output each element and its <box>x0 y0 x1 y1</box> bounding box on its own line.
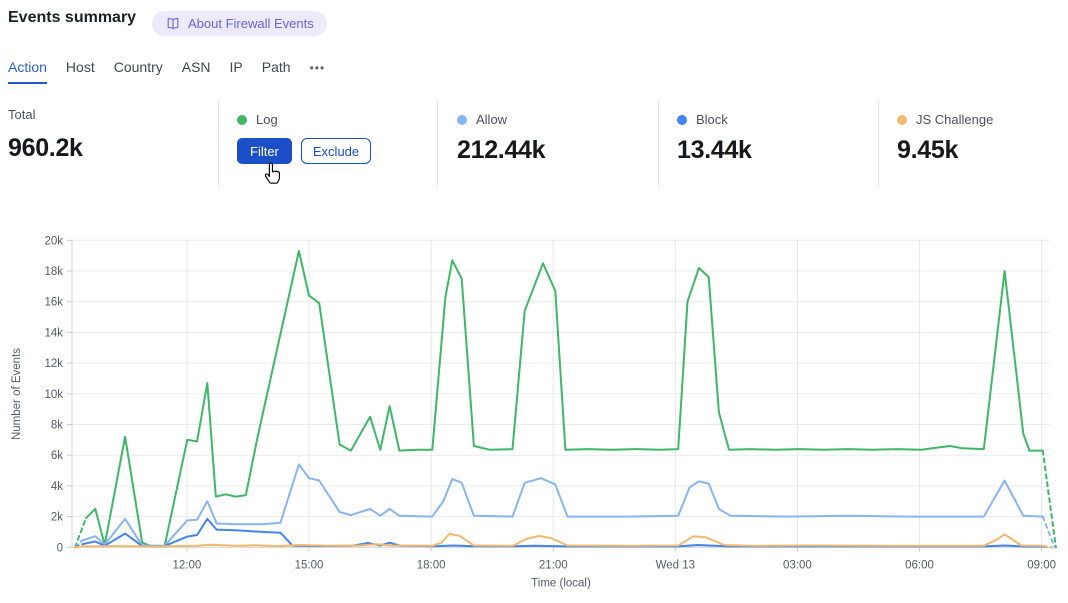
svg-text:Wed 13: Wed 13 <box>656 559 695 571</box>
tab-ip[interactable]: IP <box>229 59 243 75</box>
allow-value: 212.44k <box>457 136 546 164</box>
block-legend-dot <box>677 114 687 125</box>
js-challenge-value: 9.45k <box>897 136 959 164</box>
js-challenge-legend-dot <box>897 114 907 125</box>
tab-bar: Action Host Country ASN IP Path ••• <box>8 59 325 84</box>
total-label: Total <box>8 107 36 122</box>
svg-text:Time (local): Time (local) <box>531 577 591 589</box>
svg-text:2k: 2k <box>51 512 63 524</box>
log-legend-dot <box>237 114 247 125</box>
exclude-button[interactable]: Exclude <box>300 138 372 164</box>
total-value: 960.2k <box>8 134 83 162</box>
svg-text:15:00: 15:00 <box>295 559 324 571</box>
svg-text:18k: 18k <box>44 266 63 278</box>
svg-text:16k: 16k <box>44 297 63 309</box>
svg-text:6k: 6k <box>51 450 63 462</box>
block-label: Block <box>696 112 728 127</box>
total-stat: Total 960.2k <box>8 107 83 163</box>
svg-text:03:00: 03:00 <box>783 559 812 571</box>
svg-text:12k: 12k <box>44 358 63 370</box>
allow-stat: Allow 212.44k <box>457 112 546 165</box>
svg-text:20k: 20k <box>44 235 63 247</box>
svg-text:Number of Events: Number of Events <box>11 348 23 440</box>
events-time-series-chart: 0 2k 4k 6k 8k 10k 12k 14k 16k 18k 20k 12:00 15:00 18:… <box>0 225 1068 598</box>
svg-text:09:00: 09:00 <box>1027 559 1056 571</box>
svg-text:18:00: 18:00 <box>417 559 446 571</box>
tab-path[interactable]: Path <box>261 59 291 75</box>
svg-text:0: 0 <box>57 542 63 554</box>
allow-label: Allow <box>476 112 508 127</box>
block-value: 13.44k <box>677 136 752 164</box>
tab-action[interactable]: Action <box>8 59 47 84</box>
tab-host[interactable]: Host <box>65 59 95 75</box>
filter-button[interactable]: Filter <box>237 138 292 164</box>
svg-text:12:00: 12:00 <box>173 559 202 571</box>
svg-text:06:00: 06:00 <box>905 559 934 571</box>
svg-text:8k: 8k <box>51 420 63 432</box>
about-badge-label: About Firewall Events <box>188 16 314 31</box>
svg-text:21:00: 21:00 <box>539 559 568 571</box>
svg-text:4k: 4k <box>51 481 63 493</box>
about-firewall-events-badge[interactable]: About Firewall Events <box>152 11 327 36</box>
log-stat: Log Filter Exclude <box>237 112 372 164</box>
allow-legend-dot <box>457 114 467 125</box>
js-challenge-label: JS Challenge <box>916 112 994 127</box>
divider <box>218 100 219 186</box>
book-icon <box>165 16 181 32</box>
divider <box>878 100 879 186</box>
tab-asn[interactable]: ASN <box>181 59 211 75</box>
svg-text:10k: 10k <box>44 389 63 401</box>
block-stat: Block 13.44k <box>677 112 752 165</box>
tab-country[interactable]: Country <box>113 59 163 75</box>
tabs-more-button[interactable]: ••• <box>309 61 326 75</box>
log-label: Log <box>256 112 278 127</box>
js-challenge-stat: JS Challenge 9.45k <box>897 112 993 165</box>
svg-text:14k: 14k <box>44 327 63 339</box>
cursor-pointer-icon <box>261 160 287 193</box>
divider <box>658 100 659 186</box>
divider <box>437 100 438 186</box>
page-title: Events summary <box>8 9 137 26</box>
